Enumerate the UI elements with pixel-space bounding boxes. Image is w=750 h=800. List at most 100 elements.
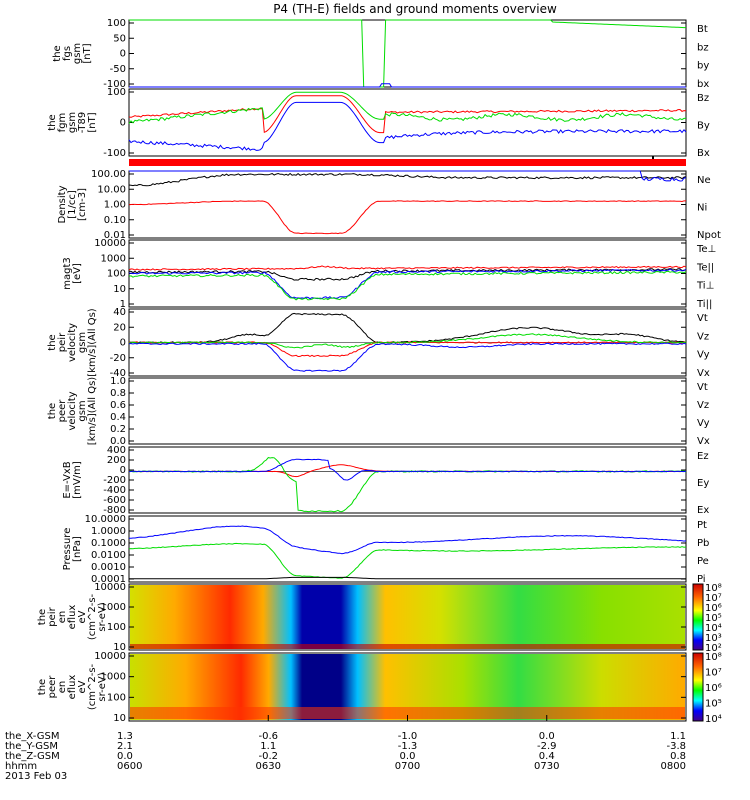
y-axis-label: -T89 [77,112,88,134]
y-tick-label: -40 [110,368,126,379]
ephemeris-value: -0.2 [258,751,278,762]
colorbar-tick-label: 10⁶ [705,603,722,614]
series-line-blue [129,342,687,372]
panel-fgs: 100 50 0 -50 -100 the fgs gsm [nT] Bt bz by bx [52,18,709,90]
y-tick-label: 10000 [94,582,126,593]
ephemeris-value: 0.0 [117,751,133,762]
series-line-blue [129,83,686,88]
y-tick-label: 10.0000 [85,514,126,525]
y-tick-label: 1000 [101,253,126,264]
ephemeris-value: 1.1 [260,741,276,752]
ephemeris-value: 2.1 [117,741,133,752]
y-axis-label: gsm [77,332,88,353]
panel-temp: 10000 1000 100 10 1 magt3 [eV] Te⊥ Te|| Ti⊥ Ti|| [62,238,716,310]
y-axis-label: the [47,334,58,350]
y-axis-label: en [57,611,68,624]
legend-entry: Pi [697,574,706,585]
y-tick-label: 10000 [94,238,126,249]
y-tick-label: 1.0 [110,376,126,387]
y-tick-label: 0 [120,465,126,476]
y-axis-label: gsm [67,112,78,133]
y-tick-label: 0.0 [110,436,126,447]
series-line-red [128,95,687,134]
date-label: 2013 Feb 03 [5,771,67,782]
legend-entry: Bz [697,93,709,104]
y-axis-label: gsm [77,400,88,421]
legend-entry: Pt [697,520,707,531]
legend-entry: Te|| [696,262,714,273]
y-tick-label: 10000 [94,651,126,662]
y-tick-label: 0.8 [110,388,126,399]
ephemeris-value: 1.3 [117,731,133,742]
colorbar-tick-label: 10² [705,643,722,654]
y-tick-label: -800 [103,505,126,516]
flag-bar [129,159,686,166]
y-tick-label: 0.01 [104,230,126,241]
y-tick-label: 0.1000 [91,538,126,549]
colorbar-tick-label: 10⁸ [705,583,722,594]
y-axis-label: the [37,609,48,625]
series-line-black [128,268,687,281]
y-tick-label: 0 [120,49,126,60]
ephemeris-value: 0730 [534,761,559,772]
y-tick-label: 10.00 [97,184,126,195]
ephemeris-value: 0.0 [400,751,416,762]
y-axis-label: eV [77,680,88,693]
ephemeris-value: -1.0 [398,731,418,742]
y-axis-label: [nT] [82,43,93,63]
y-axis-label: eflux [67,605,78,630]
legend-entry: by [697,61,709,72]
ephemeris-labels: the_X-GSM 1.3 -0.6 -1.0 0.0 1.1 the_Y-GSM 2.1 1.… [5,715,687,782]
y-tick-label: 1000 [101,602,126,613]
series-line-blue [128,458,687,481]
y-tick-label: -100 [103,148,126,159]
legend-entry: Ex [697,505,709,516]
y-tick-label: 100 [107,87,126,98]
y-tick-label: 400 [107,445,126,456]
legend-entry: Vz [697,400,709,411]
y-axis-label: [km/s](All Qs) [87,308,98,376]
y-tick-label: 1000 [101,672,126,683]
legend-entry: Ni [697,203,707,214]
y-tick-label: 10 [113,713,126,724]
y-axis-label: the [52,45,63,61]
legend-entry: Vx [697,436,710,447]
series-line-red [128,200,686,235]
y-tick-label: -600 [103,495,126,506]
legend-entry: Vt [697,313,708,324]
y-tick-label: 40 [113,307,126,318]
legend-entry: Vz [697,331,709,342]
series-line-green [128,457,687,513]
y-tick-label: -400 [103,485,126,496]
y-tick-label: 100 [107,269,126,280]
y-tick-label: 0.2 [110,424,126,435]
y-axis-label: fgm [57,113,68,133]
series-line-green [128,542,687,579]
y-tick-label: 0.6 [110,400,126,411]
series-line-black [129,576,686,580]
y-axis-label: fgs [62,46,73,61]
y-tick-label: 1 [120,299,126,310]
ephemeris-value: 0600 [117,761,142,772]
chart-title: P4 (TH-E) fields and ground moments over… [273,2,557,16]
y-tick-label: -200 [103,475,126,486]
y-axis-label: Pressure [62,528,73,571]
ephemeris-value: 1.1 [670,731,686,742]
panel-fgm: 100 0 -100 the fgm gsm -T89 [nT] Bz By Bx [47,87,710,159]
panel-frame [128,19,687,88]
colorbar-tick-label: 10⁴ [705,714,722,725]
legend-entry: Pb [697,538,709,549]
low-energy-band [130,644,685,649]
y-axis-label: en [57,681,68,694]
y-axis-label: [1/cc] [67,190,78,219]
spectrogram-field [130,585,685,649]
y-tick-label: 100 [107,692,126,703]
legend-entry: bx [697,79,709,90]
y-axis-label: the [47,403,58,419]
colorbar-tick-label: 10⁷ [705,668,722,679]
y-axis-label: [km/s](All Qs) [87,377,98,445]
series-line-green [128,91,687,124]
y-tick-label: 20 [113,322,126,333]
